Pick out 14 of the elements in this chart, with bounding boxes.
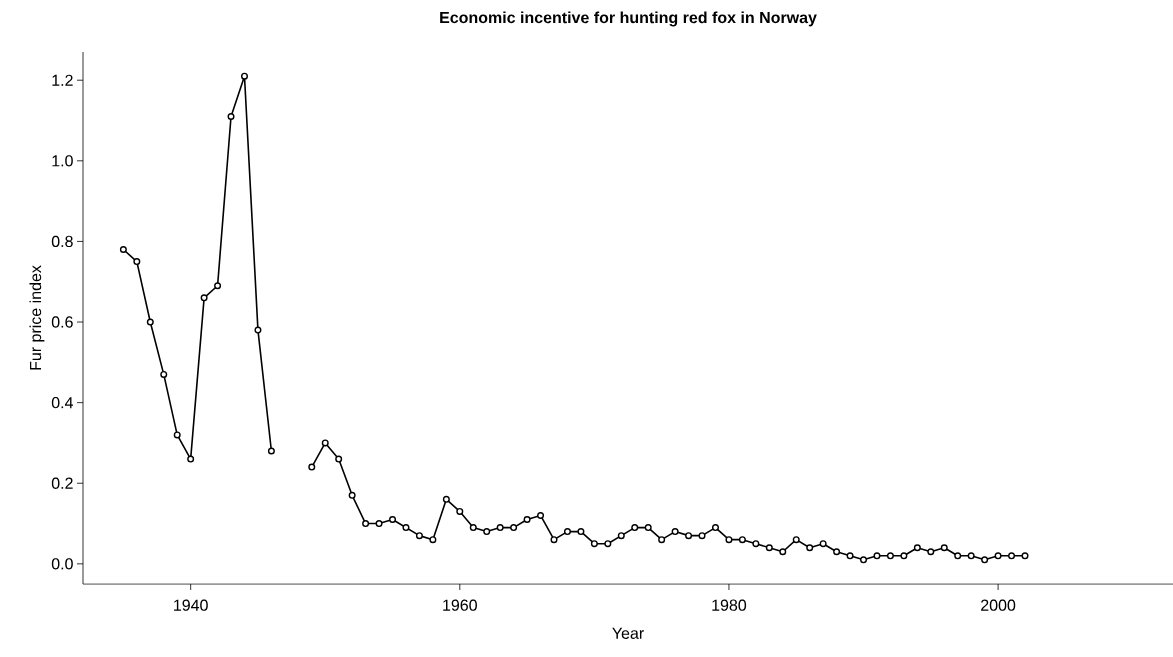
x-tick-label: 1960 <box>443 599 477 611</box>
x-tick-label: 2000 <box>981 599 1016 611</box>
x-tick-label: 1940 <box>174 599 208 611</box>
y-tick-label: 0.8 <box>51 235 73 248</box>
y-tick-label: 0.0 <box>51 558 73 570</box>
y-tick-label: 0.2 <box>51 477 73 489</box>
x-tick-label: 1980 <box>712 599 747 611</box>
y-axis-title: Fur price index <box>29 265 45 370</box>
chart-title: Economic incentive for hunting red fox in Norway <box>440 11 817 27</box>
y-tick-label: 1.2 <box>52 74 73 86</box>
x-axis-title: Year <box>612 627 644 639</box>
y-tick-label: 1.0 <box>52 155 73 167</box>
y-tick-label: 0.4 <box>51 396 73 409</box>
y-tick-label: 0.6 <box>51 316 73 328</box>
